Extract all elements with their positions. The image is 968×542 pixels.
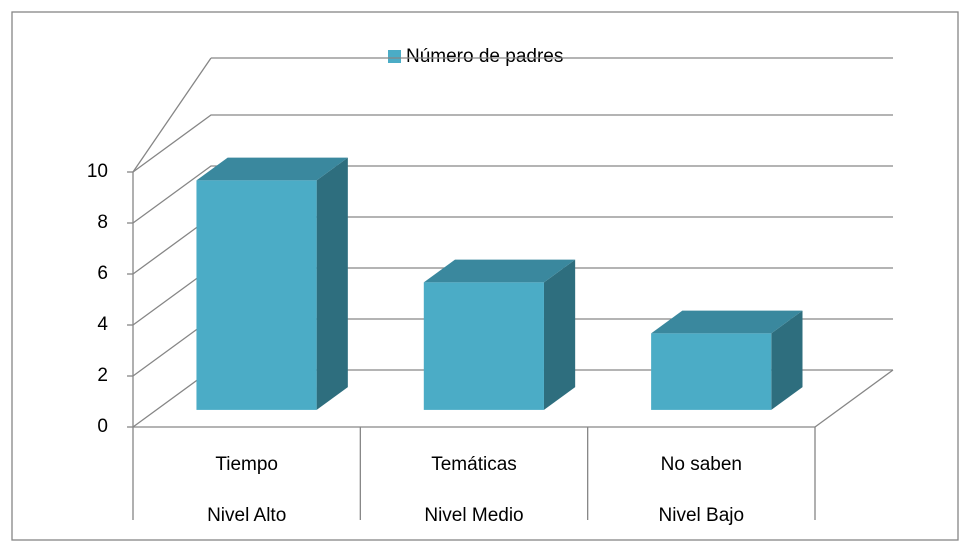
grid-line [132,165,893,224]
bar [651,333,772,410]
bar [196,180,317,410]
legend-swatch [388,50,401,63]
x-group-label: Nivel Bajo [659,505,745,526]
y-tick-label: 0 [97,416,108,437]
bar-side [771,310,803,410]
x-group-label: Nivel Alto [207,505,286,526]
bar [423,282,544,410]
x-tick-label: No saben [661,454,742,475]
left-top [132,57,212,173]
bar-top [196,157,348,181]
y-tick-label: 4 [97,314,108,335]
y-tick-label: 10 [87,161,108,182]
bar-top [423,259,576,283]
y-tick-label: 8 [97,212,108,233]
y-tick-label: 6 [97,263,108,284]
legend-label: Número de padres [406,46,563,67]
bar-top [651,310,803,334]
bar-side [316,157,348,410]
bar-side [543,259,576,410]
grid-line [132,114,893,173]
x-group-label: Nivel Medio [424,505,523,526]
y-tick-label: 2 [97,365,108,386]
x-tick-label: Temáticas [431,454,517,475]
floor-edge [814,369,894,428]
x-tick-label: Tiempo [215,454,278,475]
